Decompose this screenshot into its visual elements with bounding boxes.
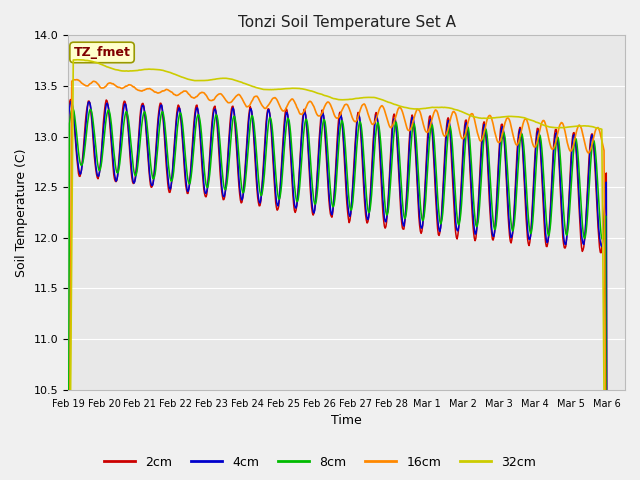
Text: TZ_fmet: TZ_fmet <box>74 46 131 59</box>
Legend: 2cm, 4cm, 8cm, 16cm, 32cm: 2cm, 4cm, 8cm, 16cm, 32cm <box>99 451 541 474</box>
Y-axis label: Soil Temperature (C): Soil Temperature (C) <box>15 148 28 277</box>
X-axis label: Time: Time <box>331 414 362 427</box>
Title: Tonzi Soil Temperature Set A: Tonzi Soil Temperature Set A <box>237 15 456 30</box>
